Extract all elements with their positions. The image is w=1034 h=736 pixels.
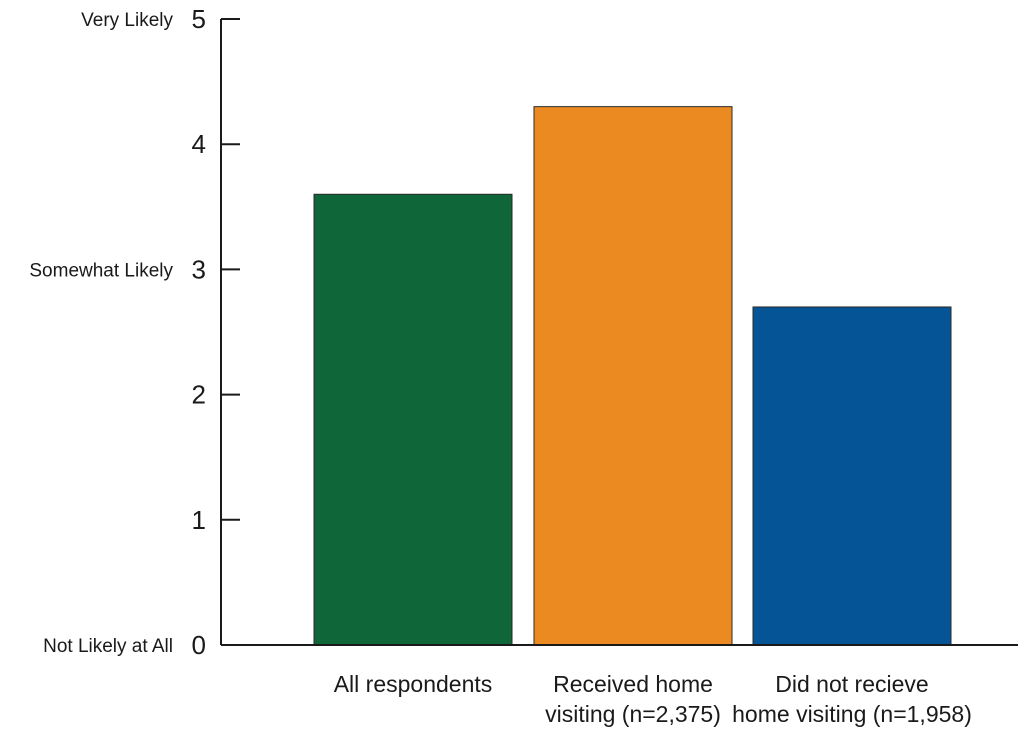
y-axis: 0 1 2 3 4 5 Very Likely Somewhat Likely Not Like… [29,4,240,660]
y-tick-label: 2 [192,380,206,410]
y-word-label: Very Likely [81,10,173,31]
y-tick-label: 4 [192,129,206,159]
bar-3 [752,306,952,646]
y-word-label: Not Likely at All [43,636,173,657]
category-label-2: Received home visiting (n=2,375) [545,671,721,727]
y-tick-label: 3 [192,254,206,284]
y-tick-label: 1 [192,505,206,535]
bar-2 [533,106,733,646]
category-label-1: All respondents [334,671,493,697]
y-tick-label: 5 [192,4,206,34]
y-word-label: Somewhat Likely [29,260,173,281]
bar-1 [313,193,513,646]
x-axis: All respondents Received home visiting (n=… [221,644,1018,727]
category-label-3: Did not recieve home visiting (n=1,958) [732,671,972,727]
bars-group [313,106,952,646]
y-tick-label: 0 [192,630,206,660]
